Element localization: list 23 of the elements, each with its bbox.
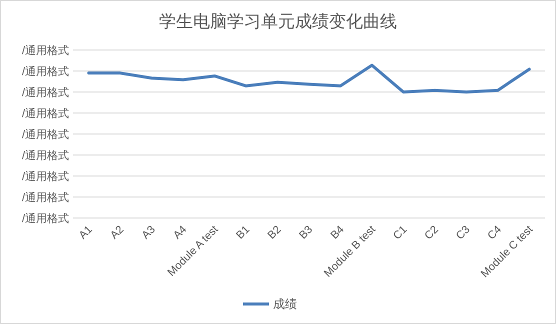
x-tick-label: A1	[76, 224, 95, 242]
text: /通用格式	[22, 190, 69, 204]
text: /通用格式	[22, 44, 69, 57]
x-tick-label: B3	[297, 224, 316, 242]
text: /通用格式	[22, 64, 69, 78]
text: /通用格式	[22, 106, 69, 120]
x-tick-label: A3	[140, 224, 158, 242]
x-tick-label: C4	[485, 224, 504, 242]
text: /通用格式	[22, 148, 69, 162]
x-tick-label: A4	[171, 224, 190, 242]
x-tick-label: A2	[108, 224, 126, 242]
x-tick-label: B2	[266, 224, 284, 242]
x-tick-label: B4	[328, 224, 347, 242]
x-tick-label: C1	[391, 224, 410, 242]
text: /通用格式	[22, 170, 69, 183]
legend-label: 成绩	[273, 297, 297, 312]
text: /通用格式	[22, 86, 69, 99]
text: /通用格式	[22, 212, 69, 225]
chart-title: 学生电脑学习单元成绩变化曲线	[159, 12, 397, 31]
text: /通用格式	[22, 128, 69, 141]
x-tick-label: C3	[454, 224, 472, 242]
x-tick-label: B1	[234, 224, 252, 242]
x-tick-label: C2	[422, 224, 441, 242]
